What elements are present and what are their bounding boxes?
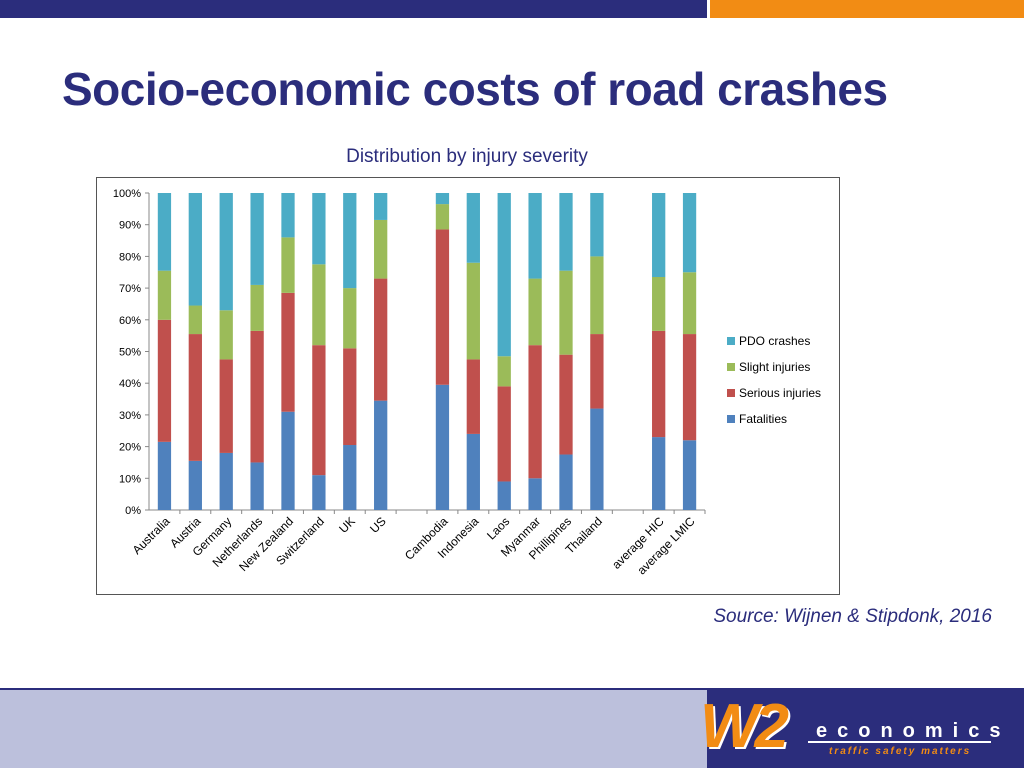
bar-fatalities-australia <box>157 441 172 510</box>
bar-serious-injuries-uk <box>343 348 357 446</box>
y-tick-label: 90% <box>119 220 141 232</box>
bar-slight-injuries-new-zealand <box>281 237 295 293</box>
bar-fatalities-indonesia <box>466 433 480 510</box>
bar-serious-injuries-thailand <box>590 334 604 409</box>
y-tick-label: 0% <box>125 505 141 517</box>
y-tick-label: 50% <box>119 347 141 359</box>
bar-fatalities-phillipines <box>559 454 573 510</box>
bar-pdo-crashes-myanmar <box>528 193 542 279</box>
footer-logo-panel <box>707 688 1024 768</box>
logo-divider <box>808 741 991 743</box>
bar-serious-injuries-indonesia <box>466 359 480 434</box>
x-tick-label-australia: Australia <box>130 514 173 557</box>
y-tick-label: 60% <box>119 315 141 327</box>
bar-fatalities-laos <box>497 481 511 510</box>
legend-swatch-slight-injuries <box>727 363 735 371</box>
bar-slight-injuries-switzerland <box>312 264 326 346</box>
bar-serious-injuries-germany <box>219 359 233 453</box>
bar-serious-injuries-myanmar <box>528 345 542 479</box>
bar-fatalities-uk <box>343 445 357 510</box>
bar-fatalities-thailand <box>590 408 604 510</box>
bar-pdo-crashes-average-lmic <box>682 193 697 273</box>
logo-wordmark: economics <box>816 720 1011 742</box>
bar-pdo-crashes-cambodia <box>435 193 450 205</box>
bar-slight-injuries-australia <box>157 270 172 320</box>
bar-pdo-crashes-australia <box>157 193 172 271</box>
bar-slight-injuries-phillipines <box>559 270 573 355</box>
bar-pdo-crashes-uk <box>343 193 357 289</box>
bar-pdo-crashes-phillipines <box>559 193 573 271</box>
source-citation: Source: Wijnen & Stipdonk, 2016 <box>713 606 992 627</box>
bar-fatalities-germany <box>219 452 233 510</box>
x-tick-label-uk: UK <box>336 514 358 536</box>
bar-slight-injuries-laos <box>497 356 511 387</box>
bar-serious-injuries-average-lmic <box>682 334 697 441</box>
bar-fatalities-austria <box>188 460 202 510</box>
bar-pdo-crashes-average-hic <box>652 193 666 278</box>
legend-label-pdo-crashes: PDO crashes <box>739 334 810 348</box>
y-tick-label: 40% <box>119 378 141 390</box>
bar-fatalities-us <box>374 400 388 510</box>
bar-slight-injuries-average-hic <box>652 277 666 331</box>
bar-slight-injuries-us <box>374 219 388 279</box>
bar-fatalities-average-hic <box>652 437 666 510</box>
bar-fatalities-myanmar <box>528 478 542 510</box>
bar-slight-injuries-uk <box>343 288 357 349</box>
bar-fatalities-switzerland <box>312 475 326 510</box>
bar-pdo-crashes-switzerland <box>312 193 326 265</box>
y-tick-label: 100% <box>113 188 141 200</box>
bar-pdo-crashes-indonesia <box>466 193 480 263</box>
bar-serious-injuries-average-hic <box>652 330 666 438</box>
bar-serious-injuries-switzerland <box>312 345 326 476</box>
bar-serious-injuries-laos <box>497 386 511 482</box>
bar-serious-injuries-netherlands <box>250 330 264 463</box>
y-tick-label: 80% <box>119 251 141 263</box>
bar-slight-injuries-average-lmic <box>682 272 697 335</box>
bar-serious-injuries-new-zealand <box>281 292 295 412</box>
w2-logo-mark: W2 <box>700 692 789 761</box>
legend-label-slight-injuries: Slight injuries <box>739 360 810 374</box>
y-tick-label: 30% <box>119 410 141 422</box>
bar-serious-injuries-phillipines <box>559 354 573 455</box>
slide-title: Socio-economic costs of road crashes <box>62 63 888 115</box>
bar-slight-injuries-indonesia <box>466 262 480 360</box>
legend-label-serious-injuries: Serious injuries <box>739 386 821 400</box>
bar-pdo-crashes-germany <box>219 193 233 311</box>
bar-serious-injuries-austria <box>188 334 202 461</box>
bar-fatalities-netherlands <box>250 462 264 510</box>
bar-fatalities-average-lmic <box>682 440 697 510</box>
bar-pdo-crashes-laos <box>497 193 511 357</box>
bar-slight-injuries-cambodia <box>435 204 450 230</box>
top-accent-bar <box>707 0 1024 18</box>
bar-pdo-crashes-netherlands <box>250 193 264 285</box>
y-tick-label: 20% <box>119 442 141 454</box>
chart-frame: 0% 10% 20% 30% 40% 50% 60% 70% 80% 90% 100% Austral… <box>96 177 840 595</box>
bar-serious-injuries-cambodia <box>435 229 450 385</box>
y-tick-label: 10% <box>119 473 141 485</box>
bar-slight-injuries-thailand <box>590 256 604 335</box>
x-tick-label-us: US <box>367 514 389 536</box>
logo-tagline: traffic safety matters <box>829 746 972 757</box>
bar-serious-injuries-us <box>374 278 388 401</box>
bar-slight-injuries-myanmar <box>528 278 542 346</box>
bar-pdo-crashes-austria <box>188 193 202 306</box>
y-tick-label: 70% <box>119 283 141 295</box>
legend-swatch-serious-injuries <box>727 389 735 397</box>
legend-swatch-pdo-crashes <box>727 337 735 345</box>
bar-serious-injuries-australia <box>157 319 172 442</box>
bar-pdo-crashes-us <box>374 193 388 220</box>
stacked-bar-chart: 0% 10% 20% 30% 40% 50% 60% 70% 80% 90% 100% Austral… <box>113 188 821 577</box>
bar-slight-injuries-austria <box>188 305 202 335</box>
bar-fatalities-new-zealand <box>281 411 295 510</box>
chart-title: Distribution by injury severity <box>346 146 588 167</box>
bar-pdo-crashes-new-zealand <box>281 193 295 238</box>
legend-swatch-fatalities <box>727 415 735 423</box>
bar-slight-injuries-netherlands <box>250 284 264 331</box>
bar-fatalities-cambodia <box>435 384 450 510</box>
bar-slight-injuries-germany <box>219 310 233 360</box>
bar-pdo-crashes-thailand <box>590 193 604 257</box>
legend-label-fatalities: Fatalities <box>739 412 787 426</box>
